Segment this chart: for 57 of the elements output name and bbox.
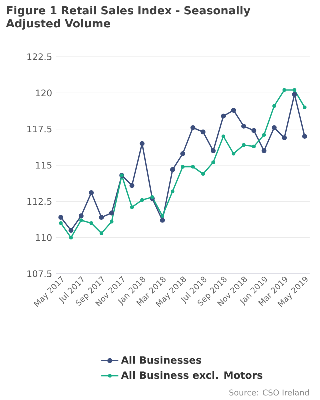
point xyxy=(160,214,165,218)
point xyxy=(282,136,288,140)
y-tick-label: 112.5 xyxy=(28,198,52,206)
point xyxy=(160,218,166,223)
point xyxy=(100,232,104,236)
point xyxy=(58,215,64,220)
point xyxy=(212,160,216,164)
point xyxy=(292,88,297,92)
point xyxy=(99,215,104,220)
point xyxy=(222,134,226,138)
legend-label: All Businesses xyxy=(121,356,202,364)
point xyxy=(272,104,276,108)
point xyxy=(130,183,135,188)
point xyxy=(221,114,226,119)
point xyxy=(180,151,186,156)
point xyxy=(252,144,256,149)
y-tick-label: 117.5 xyxy=(28,126,52,133)
point xyxy=(109,210,114,216)
point xyxy=(191,165,195,169)
y-tick-label: 110 xyxy=(36,234,52,242)
point xyxy=(140,141,145,146)
point xyxy=(242,124,246,129)
y-tick-label: 120 xyxy=(36,90,52,97)
point xyxy=(80,218,84,222)
point xyxy=(89,190,94,196)
point xyxy=(140,198,144,202)
point xyxy=(262,148,267,154)
point xyxy=(252,128,257,134)
point xyxy=(302,134,308,140)
point xyxy=(262,133,266,137)
point xyxy=(68,228,74,234)
point xyxy=(272,125,277,130)
point xyxy=(282,88,286,92)
point xyxy=(69,236,74,240)
point xyxy=(130,206,134,210)
point xyxy=(78,214,84,219)
chart-title: Figure 1 Retail Sales Index - Seasonally Adjusted Volume xyxy=(6,6,251,30)
source-note: Source: CSO Ireland xyxy=(230,390,310,396)
point xyxy=(170,167,176,172)
point xyxy=(303,106,307,110)
y-tick-label: 107.5 xyxy=(28,270,52,278)
point xyxy=(190,125,196,130)
point xyxy=(232,152,236,156)
point xyxy=(90,222,94,226)
point xyxy=(59,222,63,226)
y-tick-label: 122.5 xyxy=(28,54,52,60)
point xyxy=(170,190,175,194)
point xyxy=(231,108,236,113)
y-tick-label: 115 xyxy=(36,162,52,169)
point xyxy=(211,148,216,154)
point xyxy=(181,165,185,169)
point xyxy=(201,172,206,176)
point xyxy=(242,143,246,148)
point xyxy=(110,220,114,224)
legend-label: All Business excl. Motors xyxy=(121,371,263,380)
point xyxy=(292,92,298,98)
point xyxy=(200,130,206,135)
